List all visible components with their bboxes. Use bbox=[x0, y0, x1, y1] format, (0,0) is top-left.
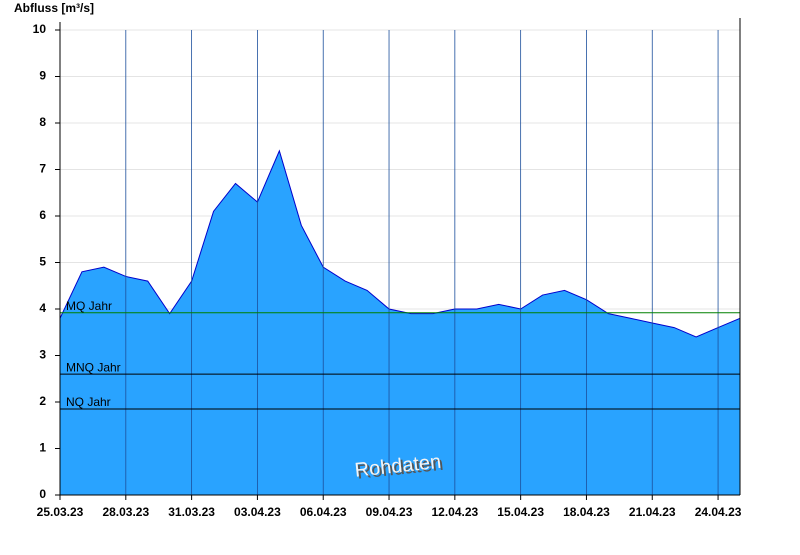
y-tick-label: 4 bbox=[39, 301, 46, 315]
area bbox=[60, 150, 740, 495]
y-tick-label: 7 bbox=[39, 162, 46, 176]
y-tick-label: 0 bbox=[39, 487, 46, 501]
y-tick-label: 6 bbox=[39, 208, 46, 222]
x-tick-label: 15.04.23 bbox=[497, 505, 544, 519]
x-tick-label: 06.04.23 bbox=[300, 505, 347, 519]
x-tick-label: 12.04.23 bbox=[431, 505, 478, 519]
x-tick-label: 18.04.23 bbox=[563, 505, 610, 519]
x-tick-label: 31.03.23 bbox=[168, 505, 215, 519]
y-tick-label: 1 bbox=[39, 441, 46, 455]
reference-label: NQ Jahr bbox=[66, 395, 111, 409]
line bbox=[59, 149, 741, 338]
y-axis-label: Abfluss [m³/s] bbox=[14, 1, 94, 15]
x-tick-label: 24.04.23 bbox=[695, 505, 742, 519]
x-tick-label: 28.03.23 bbox=[102, 505, 149, 519]
y-tick-label: 9 bbox=[39, 69, 46, 83]
reference-label: MQ Jahr bbox=[66, 299, 112, 313]
y-tick-label: 10 bbox=[33, 22, 47, 36]
y-tick-label: 3 bbox=[39, 348, 46, 362]
y-tick-label: 5 bbox=[39, 255, 46, 269]
x-tick-label: 03.04.23 bbox=[234, 505, 281, 519]
y-tick-label: 8 bbox=[39, 115, 46, 129]
reference-label: MNQ Jahr bbox=[66, 360, 121, 374]
x-tick-label: 21.04.23 bbox=[629, 505, 676, 519]
x-tick-label: 25.03.23 bbox=[37, 505, 84, 519]
y-tick-label: 2 bbox=[39, 394, 46, 408]
x-tick-label: 09.04.23 bbox=[366, 505, 413, 519]
